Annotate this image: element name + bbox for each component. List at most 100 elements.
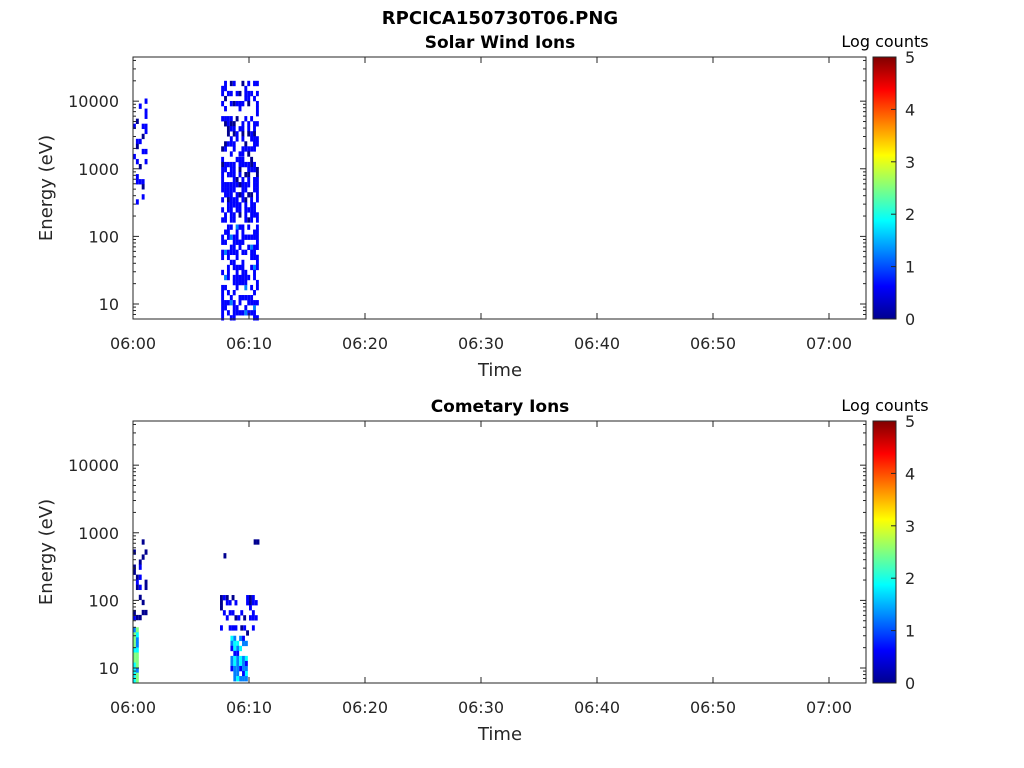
- spectrogram-cell: [226, 207, 230, 213]
- spectrogram-cell: [232, 310, 236, 316]
- spectrogram-cell: [229, 212, 233, 218]
- spectrogram-cell: [221, 217, 225, 223]
- spectrogram-cell: [250, 249, 254, 256]
- y-tick-label: 1000: [78, 160, 119, 179]
- spectrogram-cell: [221, 234, 225, 240]
- spectrogram-cell: [255, 212, 259, 218]
- spectrogram-cell: [135, 199, 139, 205]
- spectrogram-cell: [232, 171, 236, 178]
- figure-title: RPCICA150730T06.PNG: [382, 8, 618, 29]
- x-tick-label: 07:00: [806, 334, 852, 353]
- spectrogram-cell: [253, 229, 256, 235]
- spectrogram-cell: [243, 625, 247, 631]
- spectrogram-cell: [241, 100, 245, 107]
- spectrogram-cell: [224, 217, 227, 223]
- spectrogram-cell: [229, 182, 233, 188]
- spectrogram-cell: [253, 249, 256, 256]
- spectrogram-cell: [250, 295, 254, 301]
- spectrogram-cell: [236, 676, 240, 682]
- colorbar-label: Log counts: [841, 32, 928, 51]
- spectrogram-cell: [135, 138, 139, 145]
- spectrogram-cell: [221, 305, 225, 311]
- spectrogram-cell: [232, 212, 236, 218]
- spectrogram-cell: [241, 136, 245, 142]
- spectrogram-cell: [235, 156, 239, 163]
- spectrogram-cell: [254, 615, 258, 621]
- spectrogram-cell: [235, 229, 239, 235]
- spectrogram-cell: [255, 141, 259, 147]
- x-axis-label: Time: [477, 724, 522, 745]
- spectrogram-cell: [229, 171, 233, 178]
- plot-frame: [132, 420, 867, 684]
- spectrogram-cell: [244, 187, 248, 193]
- spectrogram-cell: [229, 161, 233, 168]
- spectrogram-cell: [235, 269, 239, 276]
- spectrogram-cell: [232, 315, 236, 321]
- spectrogram-cell: [241, 224, 245, 230]
- spectrogram-cell: [250, 131, 254, 137]
- spectrogram-cell: [224, 239, 227, 245]
- spectrogram-cell: [255, 177, 259, 183]
- spectrogram-cell: [249, 605, 252, 611]
- colorbar: [872, 420, 897, 684]
- spectrogram-cell: [141, 539, 145, 545]
- spectrogram-cell: [226, 90, 230, 97]
- spectrogram-cell: [247, 207, 251, 213]
- spectrogram-cell: [244, 212, 248, 218]
- x-axis-label: Time: [477, 360, 522, 381]
- spectrogram-cell: [231, 610, 235, 616]
- spectrogram-cell: [255, 284, 259, 291]
- spectrogram-cell: [141, 554, 145, 560]
- spectrogram-cell: [138, 584, 142, 591]
- y-tick-label: 10000: [68, 92, 119, 111]
- spectrogram-cell: [253, 289, 256, 296]
- spectrogram-cell: [225, 615, 229, 621]
- spectrogram-cell: [247, 234, 251, 240]
- spectrogram-cell: [224, 116, 227, 122]
- y-axis-label: Energy (eV): [36, 499, 57, 605]
- colorbar-tick-label: 5: [905, 412, 915, 431]
- spectrogram-cell: [255, 315, 259, 321]
- spectrogram-cell: [253, 126, 256, 132]
- spectrogram-cell: [228, 610, 232, 616]
- spectrogram-cell: [229, 224, 233, 230]
- colorbar-tick-label: 2: [905, 205, 915, 224]
- spectrogram-cell: [226, 269, 230, 276]
- spectrogram-cell: [234, 625, 238, 631]
- spectrogram-cell: [238, 244, 242, 250]
- spectrogram-cell: [141, 179, 145, 185]
- spectrogram-cell: [221, 289, 225, 296]
- spectrogram-cell: [233, 650, 237, 657]
- spectrogram-cell: [253, 177, 256, 183]
- spectrogram-cell: [221, 310, 225, 316]
- spectrogram-cell: [229, 315, 233, 321]
- spectrogram-cell: [244, 202, 248, 208]
- spectrogram-cell: [244, 274, 248, 281]
- spectrogram-cell: [229, 217, 233, 223]
- spectrogram-cell: [236, 645, 240, 652]
- spectrogram-cell: [235, 207, 239, 213]
- spectrogram-cell: [135, 637, 139, 643]
- spectrogram-cell: [226, 249, 230, 256]
- spectrogram-cell: [235, 182, 239, 188]
- spectrogram-cell: [229, 197, 233, 203]
- spectrogram-cell: [253, 264, 256, 271]
- spectrogram-cell: [241, 259, 245, 266]
- y-tick-label: 1000: [78, 524, 119, 543]
- spectrogram-cell: [133, 153, 136, 160]
- spectrogram-cell: [242, 676, 245, 682]
- colorbar-tick-label: 4: [905, 100, 915, 119]
- panel-title: Cometary Ions: [431, 397, 570, 417]
- spectrogram-cell: [229, 116, 233, 122]
- spectrogram-cells: [133, 539, 260, 684]
- spectrogram-cell: [255, 192, 259, 198]
- spectrogram-cell: [238, 207, 242, 213]
- spectrogram-cell: [224, 284, 227, 291]
- spectrogram-cell: [133, 549, 136, 555]
- spectrogram-cell: [253, 539, 257, 545]
- spectrogram-cell: [250, 300, 254, 306]
- colorbar: [872, 56, 897, 320]
- spectrogram-cell: [250, 146, 254, 152]
- spectrogram-cell: [223, 553, 227, 559]
- spectrogram-cell: [239, 645, 243, 652]
